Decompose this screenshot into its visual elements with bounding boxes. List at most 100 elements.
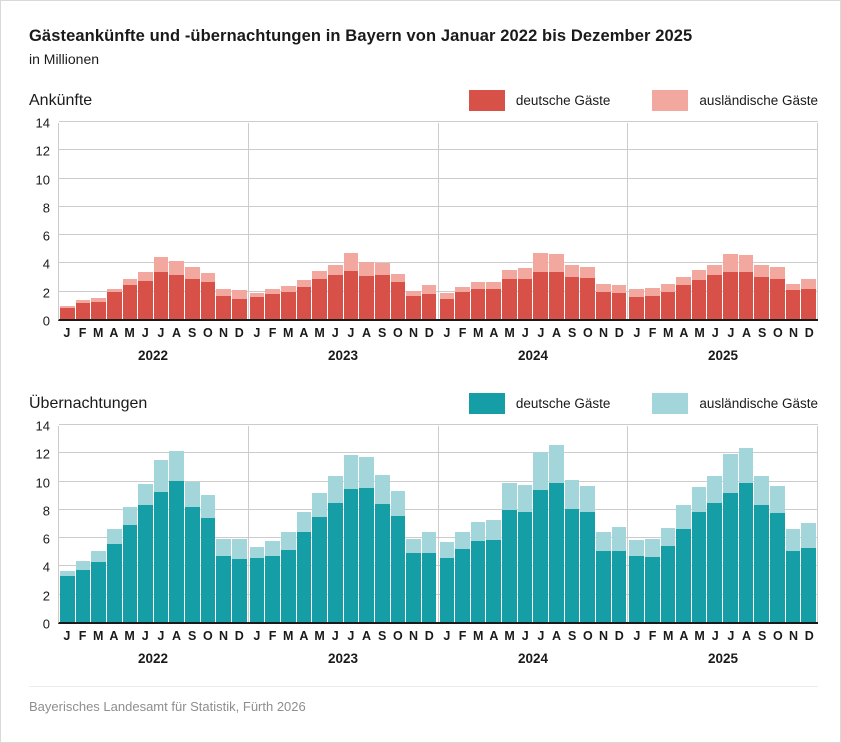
bar-segment (455, 292, 470, 319)
bar-segment (801, 547, 816, 622)
bar-month (421, 532, 437, 622)
bar-segment (200, 282, 216, 319)
month-label: N (409, 326, 419, 340)
bar-month (754, 476, 770, 622)
bar-month (265, 289, 281, 319)
month-label: S (188, 326, 197, 340)
bar-segment (296, 511, 312, 533)
bar-segment (406, 290, 421, 297)
bar-segment (470, 521, 486, 541)
bar-month (91, 551, 106, 622)
y-axis-label: 6 (42, 228, 50, 244)
month-label: A (679, 326, 689, 340)
year-group-2025 (628, 426, 818, 622)
bar-segment (644, 556, 660, 622)
gridline (59, 593, 818, 595)
bar-segment (644, 287, 660, 297)
bar-month (343, 253, 359, 319)
year-group-2024 (439, 123, 629, 319)
bar-segment (564, 479, 580, 509)
month-label: N (599, 326, 609, 340)
bar-month (249, 547, 265, 622)
month-label: J (141, 629, 149, 643)
bar-segment (390, 282, 406, 319)
bar-month (60, 571, 75, 622)
bar-segment (232, 559, 247, 622)
bar-segment (406, 538, 421, 554)
bar-segment (374, 503, 390, 622)
month-label: A (362, 629, 372, 643)
month-label: S (378, 326, 387, 340)
bar-segment (580, 278, 595, 319)
bar-segment (169, 450, 185, 482)
bar-segment (502, 278, 517, 319)
bar-segment (91, 561, 106, 622)
bar-segment (281, 286, 296, 293)
bar-segment (265, 556, 281, 622)
bar-month (75, 561, 91, 622)
bar-segment (106, 288, 122, 293)
month-label: J (253, 326, 261, 340)
month-label: F (648, 326, 657, 340)
y-axis-label: 4 (42, 256, 50, 272)
month-label: O (203, 326, 213, 340)
bar-segment (106, 528, 122, 544)
bar-segment (629, 539, 644, 557)
month-label: A (299, 629, 309, 643)
y-axis-label: 12 (35, 143, 50, 159)
bar-segment (629, 297, 644, 319)
bar-segment (564, 508, 580, 622)
bar-segment (359, 457, 374, 489)
month-label: D (234, 629, 244, 643)
month-label: J (443, 629, 451, 643)
bar-segment (122, 507, 138, 526)
month-label: J (157, 326, 165, 340)
month-label: D (424, 326, 434, 340)
page-title: Gästeankünfte und -übernachtungen in Bay… (29, 27, 693, 45)
bar-month (754, 264, 770, 319)
bar-segment (455, 549, 470, 622)
bar-segment (691, 512, 707, 622)
bar-segment (723, 272, 738, 319)
month-label: A (362, 326, 372, 340)
month-label: A (299, 326, 309, 340)
year-label: 2022 (137, 348, 169, 363)
bar-segment (486, 282, 502, 289)
bar-month (580, 486, 595, 622)
month-label: M (314, 326, 325, 340)
y-axis-label: 14 (35, 418, 50, 434)
month-label: J (63, 326, 71, 340)
bar-segment (91, 297, 106, 302)
plot-area (58, 121, 818, 321)
bar-segment (738, 448, 754, 484)
bar-segment (595, 550, 611, 622)
bar-segment (754, 264, 770, 277)
bar-segment (611, 292, 627, 319)
bar-month (785, 529, 801, 622)
year-label: 2023 (327, 348, 359, 363)
month-label: J (253, 629, 261, 643)
bar-month (359, 457, 374, 622)
bar-segment (265, 293, 281, 319)
bar-month (185, 481, 200, 622)
page-subtitle: in Millionen (29, 51, 100, 67)
gridline (59, 290, 818, 292)
bar-month (723, 253, 738, 319)
bar-segment (312, 516, 327, 622)
year-group-2022 (59, 426, 249, 622)
month-label: O (393, 629, 403, 643)
stays-section-head: Übernachtungen deutsche Gäste ausländisc… (29, 393, 818, 414)
bar-segment (801, 522, 816, 548)
bar-segment (153, 491, 169, 622)
bar-segment (249, 557, 265, 622)
month-label: F (648, 629, 657, 643)
bar-month (470, 521, 486, 622)
bar-segment (390, 273, 406, 283)
plot-row: 0 2 4 6 8 10 12 14 (29, 116, 818, 329)
bar-segment (629, 289, 644, 298)
bar-segment (629, 556, 644, 622)
bar-segment (185, 506, 200, 622)
bar-segment (421, 293, 437, 319)
